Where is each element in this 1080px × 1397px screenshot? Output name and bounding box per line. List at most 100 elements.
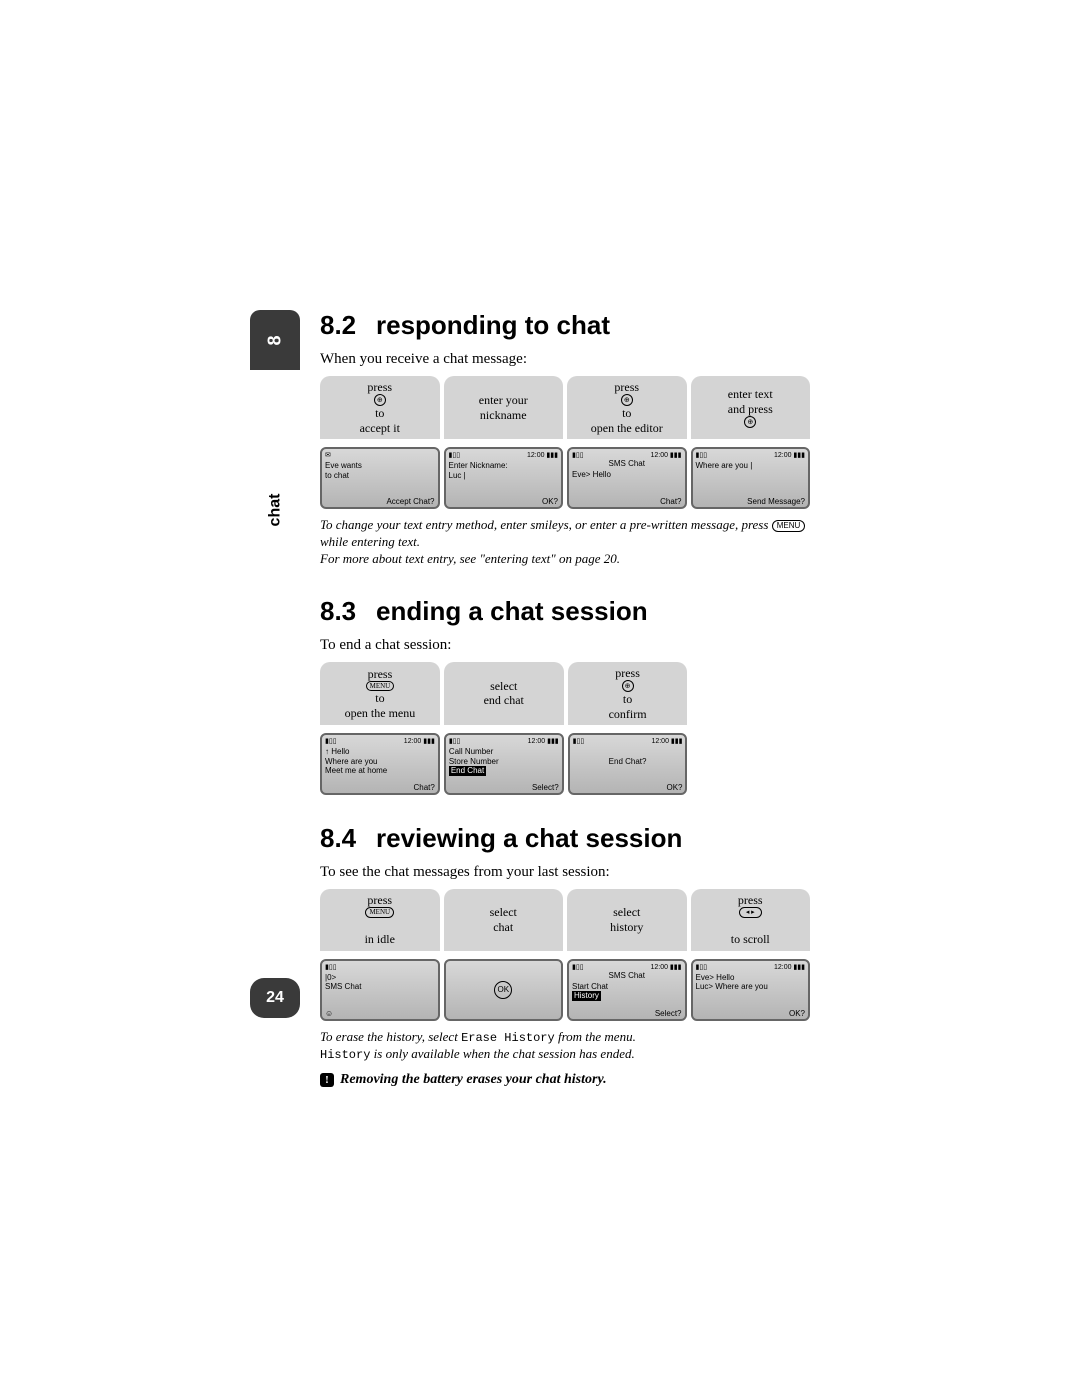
section-num: 8.4 (320, 823, 376, 854)
step-caption: press ⊕ toopen the editor (567, 376, 687, 439)
section-title: responding to chat (376, 310, 610, 340)
section-title: reviewing a chat session (376, 823, 682, 853)
step-caption: selectend chat (444, 662, 564, 725)
phone-screen: ✉ Eve wantsto chat Accept Chat? (320, 447, 440, 509)
status-right: 12:00 ▮▮▮ (528, 737, 559, 745)
ok-icon: ⊕ (622, 680, 634, 692)
screen-body: |0> SMS Chat (325, 973, 435, 992)
selected-item: History (572, 991, 601, 1001)
status-left: ▮▯▯ (573, 737, 585, 745)
warning-text: Removing the battery erases your chat hi… (340, 1072, 607, 1087)
ok-icon: OK (494, 981, 512, 999)
screen-footer: Accept Chat? (386, 497, 434, 506)
mono-text: History (320, 1048, 370, 1062)
screen-title: SMS Chat (572, 971, 682, 980)
menu-button-icon: MENU (772, 520, 806, 532)
status-left: ▮▯▯ (449, 737, 461, 745)
screen-footer: OK? (789, 1009, 805, 1018)
section-8-4: 8.4reviewing a chat session To see the c… (320, 823, 810, 1088)
step-caption: selecthistory (567, 889, 687, 951)
status-left: ▮▯▯ (696, 963, 708, 971)
step-captions: press MENUin idle selectchat selecthisto… (320, 889, 810, 951)
note: To erase the history, select Erase Histo… (320, 1029, 810, 1064)
screen-row: ▮▯▯ 12:00 ▮▮▮ ↑ Hello Where are you Meet … (320, 733, 688, 795)
status-left: ▮▯▯ (325, 963, 337, 971)
status-left: ▮▯▯ (696, 451, 708, 459)
screen-body: Eve> Hello (572, 470, 682, 480)
status-right: 12:00 ▮▮▮ (650, 451, 681, 459)
status-right: 12:00 ▮▮▮ (404, 737, 435, 745)
screen-row: ▮▯▯ |0> SMS Chat ☺ OK ▮▯▯ 12:00 ▮▮▮ SMS C… (320, 959, 810, 1021)
step-caption: enter yournickname (444, 376, 564, 439)
step-caption: press ⊕ toaccept it (320, 376, 440, 439)
screen-footer: Select? (532, 783, 559, 792)
step-caption: press MENU toopen the menu (320, 662, 440, 725)
status-right: 12:00 ▮▮▮ (650, 963, 681, 971)
ok-icon: ⊕ (744, 416, 756, 428)
status-right: 12:00 ▮▮▮ (774, 451, 805, 459)
phone-screen: ▮▯▯ 12:00 ▮▮▮ ↑ Hello Where are you Meet … (320, 733, 440, 795)
screen-body: Call NumberStore NumberEnd Chat (449, 747, 559, 776)
status-right: 12:00 ▮▮▮ (527, 451, 558, 459)
section-intro: When you receive a chat message: (320, 351, 810, 368)
status-left: ▮▯▯ (572, 963, 584, 971)
phone-screen: ▮▯▯12:00 ▮▮▮ SMS Chat Start ChatHistory … (567, 959, 687, 1021)
phone-screen: ▮▯▯ 12:00 ▮▮▮ Call NumberStore NumberEnd … (444, 733, 564, 795)
step-caption: enter textand press ⊕ (691, 376, 811, 439)
screen-footer: Send Message? (747, 497, 805, 506)
ok-icon: ⊕ (621, 394, 633, 406)
section-8-3: 8.3ending a chat session To end a chat s… (320, 596, 810, 795)
screen-body: Where are you | (696, 461, 806, 471)
screen-body: End Chat? (573, 757, 683, 767)
section-heading: 8.3ending a chat session (320, 596, 810, 627)
selected-item: End Chat (449, 766, 486, 776)
step-captions: press ⊕ toaccept it enter yournickname p… (320, 376, 810, 439)
status-left: ▮▯▯ (449, 451, 461, 459)
screen-footer: Chat? (660, 497, 681, 506)
step-caption: press ◂ ▸to scroll (691, 889, 811, 951)
screen-body: Eve wantsto chat (325, 461, 435, 480)
note: To change your text entry method, enter … (320, 517, 810, 568)
status-right: 12:00 ▮▮▮ (774, 963, 805, 971)
status-left: ▮▯▯ (325, 737, 337, 745)
step-caption: press ⊕ toconfirm (568, 662, 688, 725)
mono-text: Erase History (461, 1031, 555, 1045)
phone-screen: ▮▯▯ 12:00 ▮▮▮ SMS Chat Eve> Hello Chat? (567, 447, 687, 509)
phone-screen: ▮▯▯ |0> SMS Chat ☺ (320, 959, 440, 1021)
ok-icon: ⊕ (374, 394, 386, 406)
status-right: 12:00 ▮▮▮ (651, 737, 682, 745)
screen-footer: OK? (666, 783, 682, 792)
phone-screen: ▮▯▯ 12:00 ▮▮▮ Enter Nickname:Luc | OK? (444, 447, 564, 509)
status-left: ▮▯▯ (572, 451, 584, 459)
phone-screen: ▮▯▯ 12:00 ▮▮▮ End Chat? OK? (568, 733, 688, 795)
screen-footer: Chat? (413, 783, 434, 792)
section-8-2: 8.2responding to chat When you receive a… (320, 310, 810, 568)
screen-body: ↑ Hello Where are you Meet me at home (325, 747, 435, 776)
screen-footer: Select? (655, 1009, 682, 1018)
screen-footer: ☺ (325, 1009, 333, 1018)
section-intro: To end a chat session: (320, 637, 810, 654)
menu-button-icon: MENU (366, 681, 395, 691)
scroll-icon: ◂ ▸ (739, 907, 762, 917)
step-caption: press MENUin idle (320, 889, 440, 951)
section-num: 8.3 (320, 596, 376, 627)
warning: ! Removing the battery erases your chat h… (320, 1072, 810, 1088)
screen-body: Start ChatHistory (572, 982, 682, 1001)
warning-icon: ! (320, 1073, 334, 1087)
step-caption: selectchat (444, 889, 564, 951)
menu-button-icon: MENU (365, 907, 394, 917)
section-num: 8.2 (320, 310, 376, 341)
section-intro: To see the chat messages from your last … (320, 864, 810, 881)
screen-title: SMS Chat (572, 459, 682, 468)
phone-screen-blank: OK (444, 959, 564, 1021)
screen-footer: OK? (542, 497, 558, 506)
screen-body: Enter Nickname:Luc | (449, 461, 559, 480)
section-title: ending a chat session (376, 596, 648, 626)
screen-row: ✉ Eve wantsto chat Accept Chat? ▮▯▯ 12:00… (320, 447, 810, 509)
section-heading: 8.2responding to chat (320, 310, 810, 341)
phone-screen: ▮▯▯12:00 ▮▮▮ Eve> HelloLuc> Where are yo… (691, 959, 811, 1021)
step-captions: press MENU toopen the menu selectend cha… (320, 662, 688, 725)
phone-screen: ▮▯▯ 12:00 ▮▮▮ Where are you | Send Messag… (691, 447, 811, 509)
section-heading: 8.4reviewing a chat session (320, 823, 810, 854)
status-left: ✉ (325, 451, 331, 459)
